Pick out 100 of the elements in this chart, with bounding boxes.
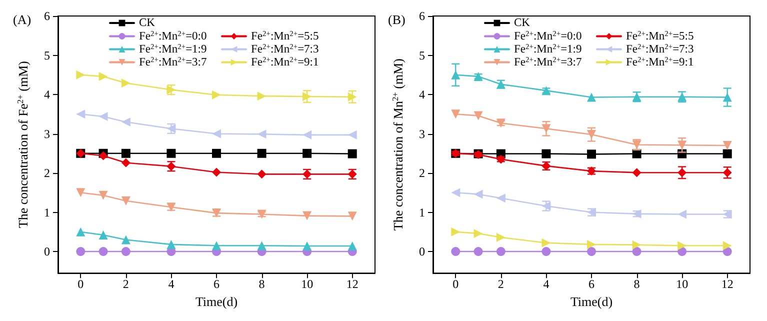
point bbox=[678, 241, 687, 250]
chart-title: (B) bbox=[388, 12, 406, 27]
point bbox=[632, 240, 642, 250]
point bbox=[632, 149, 642, 158]
point bbox=[542, 238, 551, 248]
x-tick-label: 10 bbox=[301, 277, 314, 292]
point bbox=[257, 170, 266, 179]
point bbox=[302, 148, 312, 158]
x-tick-label: 8 bbox=[634, 277, 640, 292]
y-tick-label: 1 bbox=[419, 205, 425, 220]
point bbox=[722, 141, 732, 150]
point bbox=[587, 150, 596, 159]
y-tick-label: 5 bbox=[44, 48, 50, 62]
point bbox=[722, 92, 732, 102]
x-tick-label: 6 bbox=[214, 277, 220, 292]
point bbox=[474, 247, 483, 256]
y-tick-label: 3 bbox=[419, 126, 425, 141]
y-tick-label: 4 bbox=[44, 88, 50, 102]
legend-label: CK bbox=[514, 17, 531, 29]
point bbox=[212, 129, 221, 138]
point bbox=[451, 188, 460, 198]
point bbox=[98, 151, 108, 160]
y-tick-label: 3 bbox=[44, 126, 50, 141]
point bbox=[166, 148, 176, 158]
point bbox=[121, 247, 130, 256]
point bbox=[496, 232, 506, 242]
point bbox=[587, 92, 596, 102]
point bbox=[474, 111, 483, 120]
x-tick-label: 2 bbox=[122, 277, 129, 292]
point bbox=[98, 230, 108, 240]
point bbox=[121, 78, 130, 88]
point bbox=[451, 227, 460, 236]
x-tick-label: 4 bbox=[543, 277, 550, 292]
point bbox=[451, 70, 460, 80]
x-tick-label: 6 bbox=[588, 277, 594, 292]
point bbox=[98, 247, 108, 256]
y-axis-title: The concentration of Fe2+ (mM) bbox=[15, 60, 30, 228]
point bbox=[257, 130, 266, 139]
point bbox=[496, 247, 506, 256]
point bbox=[257, 241, 266, 250]
x-axis-title: Time(d) bbox=[570, 294, 613, 309]
x-axis-title: Time(d) bbox=[195, 294, 238, 309]
point bbox=[76, 70, 86, 80]
point bbox=[212, 90, 221, 100]
point bbox=[302, 211, 312, 220]
point bbox=[474, 190, 483, 199]
point bbox=[451, 247, 460, 256]
point bbox=[496, 194, 506, 203]
point bbox=[76, 227, 86, 236]
point bbox=[121, 148, 130, 158]
x-tick-label: 12 bbox=[346, 277, 358, 292]
point bbox=[212, 168, 221, 177]
x-tick-label: 0 bbox=[78, 277, 84, 292]
point bbox=[121, 235, 130, 244]
y-tick-label: 5 bbox=[419, 48, 425, 62]
x-tick-label: 4 bbox=[168, 277, 174, 292]
point bbox=[121, 117, 130, 126]
y-tick-label: 2 bbox=[44, 166, 50, 180]
point bbox=[722, 149, 732, 158]
point bbox=[302, 130, 312, 140]
y-tick-label: 0 bbox=[419, 244, 425, 259]
point bbox=[348, 242, 357, 251]
point bbox=[76, 247, 86, 256]
x-tick-label: 0 bbox=[452, 277, 459, 292]
x-tick-label: 12 bbox=[721, 277, 734, 292]
point bbox=[98, 112, 108, 121]
point bbox=[98, 72, 108, 81]
legend-label: CK bbox=[139, 17, 156, 29]
point bbox=[348, 92, 357, 102]
y-tick-label: 6 bbox=[419, 9, 425, 23]
point bbox=[451, 110, 460, 119]
y-axis-title: The concentration of Mn2+ (mM) bbox=[390, 58, 406, 231]
point bbox=[257, 148, 266, 158]
x-tick-label: 10 bbox=[676, 277, 688, 292]
point bbox=[98, 190, 108, 200]
chart-title: (A) bbox=[13, 12, 32, 27]
point bbox=[212, 148, 221, 158]
point bbox=[542, 247, 551, 256]
point bbox=[76, 188, 86, 198]
point bbox=[542, 124, 551, 134]
point bbox=[474, 228, 483, 238]
x-tick-label: 8 bbox=[258, 277, 265, 292]
y-tick-label: 4 bbox=[419, 88, 425, 102]
point bbox=[348, 212, 357, 221]
y-tick-label: 0 bbox=[44, 244, 50, 259]
point bbox=[257, 92, 266, 101]
point bbox=[166, 240, 176, 249]
point bbox=[632, 247, 642, 256]
y-tick-label: 1 bbox=[44, 205, 50, 220]
y-tick-label: 2 bbox=[419, 166, 425, 180]
x-tick-label: 2 bbox=[498, 277, 504, 292]
point bbox=[348, 149, 357, 158]
point bbox=[212, 241, 221, 250]
point bbox=[587, 247, 596, 256]
point bbox=[678, 247, 687, 256]
point bbox=[121, 196, 130, 206]
point bbox=[542, 149, 551, 158]
point bbox=[722, 241, 732, 250]
point bbox=[587, 240, 596, 249]
point bbox=[632, 168, 642, 178]
